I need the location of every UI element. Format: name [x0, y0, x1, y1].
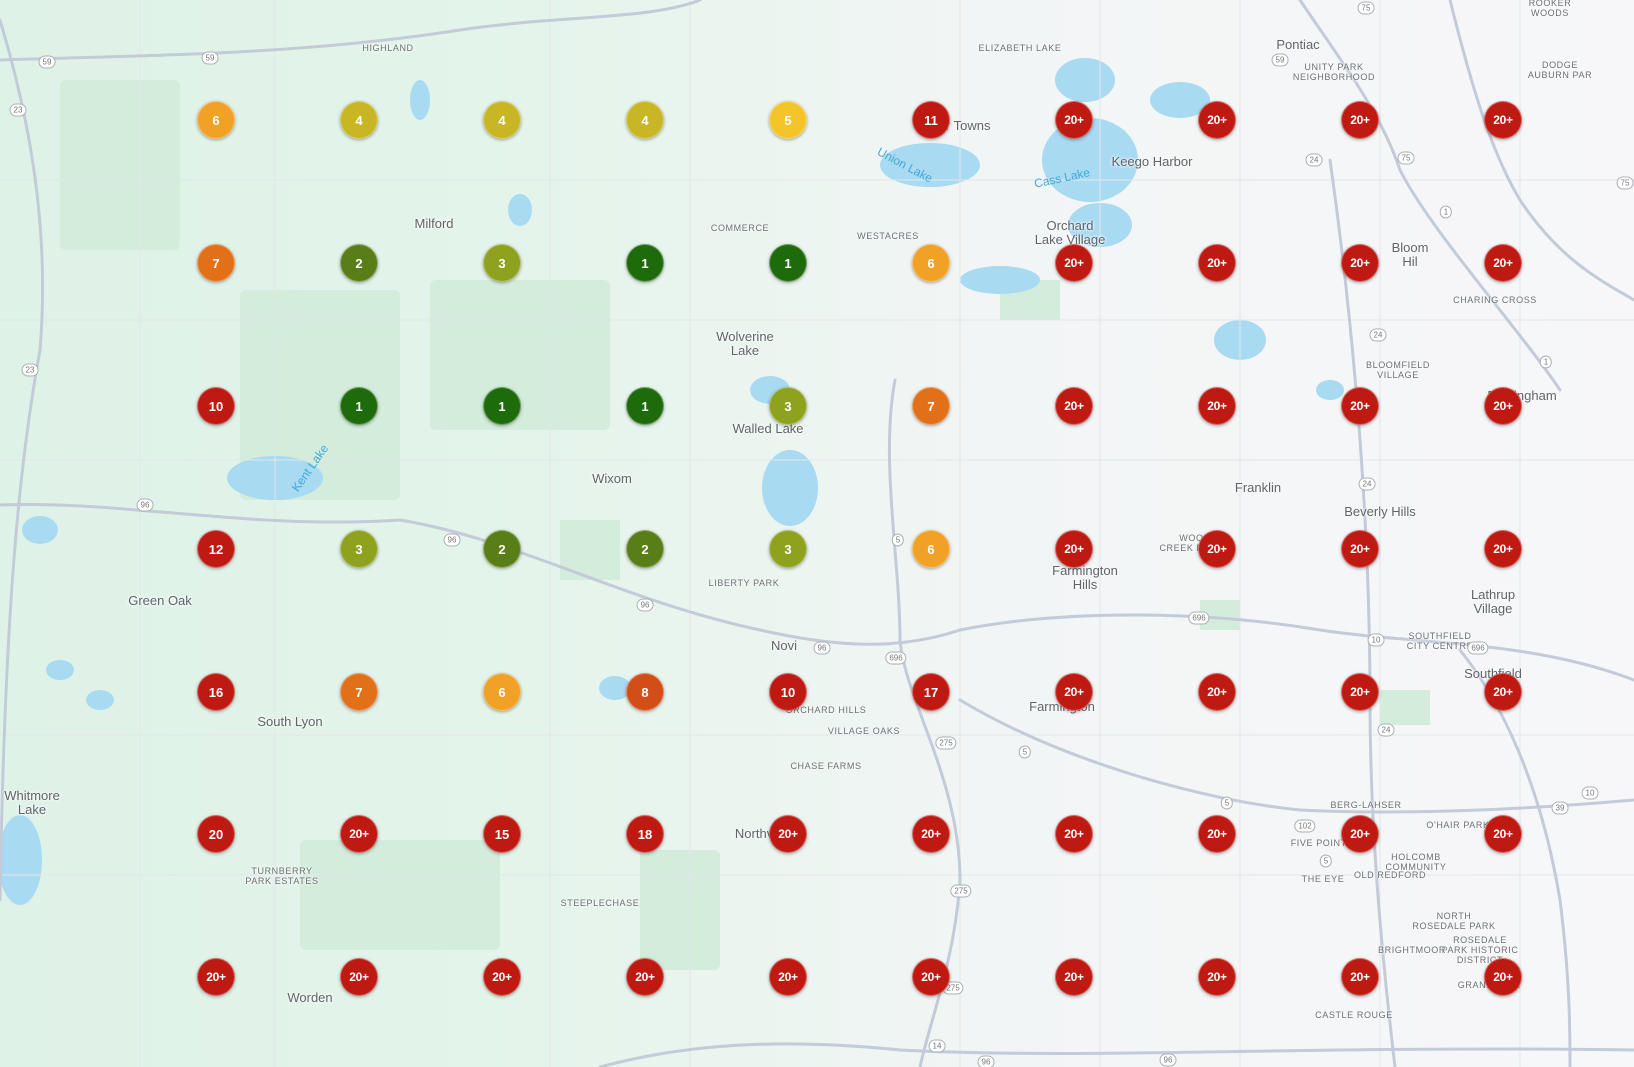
rank-marker[interactable]: 6: [197, 101, 235, 139]
rank-marker[interactable]: 20+: [1198, 244, 1236, 282]
rank-marker[interactable]: 20+: [1198, 387, 1236, 425]
rank-marker[interactable]: 1: [626, 387, 664, 425]
rank-marker[interactable]: 7: [340, 673, 378, 711]
rank-marker[interactable]: 20+: [1341, 530, 1379, 568]
rank-marker[interactable]: 3: [769, 387, 807, 425]
rank-marker[interactable]: 20+: [1484, 387, 1522, 425]
rank-marker[interactable]: 20+: [1341, 815, 1379, 853]
lakes: [0, 58, 1344, 905]
rank-marker[interactable]: 20+: [769, 815, 807, 853]
rank-marker[interactable]: 6: [912, 244, 950, 282]
rank-marker[interactable]: 6: [912, 530, 950, 568]
rank-marker[interactable]: 20+: [1484, 673, 1522, 711]
rank-marker[interactable]: 20: [197, 815, 235, 853]
rank-marker[interactable]: 20+: [1055, 530, 1093, 568]
rank-marker[interactable]: 20+: [1055, 244, 1093, 282]
rank-marker[interactable]: 1: [483, 387, 521, 425]
rank-marker[interactable]: 18: [626, 815, 664, 853]
rank-marker[interactable]: 2: [626, 530, 664, 568]
rank-marker[interactable]: 20+: [1484, 101, 1522, 139]
rank-marker[interactable]: 1: [626, 244, 664, 282]
rank-marker[interactable]: 12: [197, 530, 235, 568]
rank-marker[interactable]: 20+: [1055, 673, 1093, 711]
rank-marker[interactable]: 20+: [1198, 101, 1236, 139]
rank-marker[interactable]: 20+: [912, 815, 950, 853]
rank-marker[interactable]: 20+: [1055, 958, 1093, 996]
rank-marker[interactable]: 2: [340, 244, 378, 282]
rank-marker[interactable]: 1: [340, 387, 378, 425]
rank-marker[interactable]: 20+: [912, 958, 950, 996]
rank-marker[interactable]: 20+: [1484, 244, 1522, 282]
rank-marker[interactable]: 20+: [1198, 530, 1236, 568]
rank-marker[interactable]: 20+: [1198, 958, 1236, 996]
rank-marker[interactable]: 1: [769, 244, 807, 282]
rank-marker[interactable]: 20+: [1341, 387, 1379, 425]
rank-marker[interactable]: 17: [912, 673, 950, 711]
rank-marker[interactable]: 3: [769, 530, 807, 568]
rank-marker[interactable]: 20+: [1341, 673, 1379, 711]
rank-marker[interactable]: 4: [340, 101, 378, 139]
rank-marker[interactable]: 20+: [1198, 815, 1236, 853]
rank-marker[interactable]: 20+: [340, 815, 378, 853]
rank-marker[interactable]: 20+: [1484, 958, 1522, 996]
rank-marker[interactable]: 20+: [340, 958, 378, 996]
rank-marker[interactable]: 20+: [1341, 101, 1379, 139]
rank-marker[interactable]: 7: [912, 387, 950, 425]
rank-marker[interactable]: 5: [769, 101, 807, 139]
rank-marker[interactable]: 8: [626, 673, 664, 711]
rank-marker[interactable]: 11: [912, 101, 950, 139]
rank-marker[interactable]: 20+: [1341, 244, 1379, 282]
rank-marker[interactable]: 16: [197, 673, 235, 711]
rank-marker[interactable]: 3: [483, 244, 521, 282]
rank-marker[interactable]: 7: [197, 244, 235, 282]
rank-marker[interactable]: 20+: [1484, 815, 1522, 853]
rank-marker[interactable]: 20+: [1341, 958, 1379, 996]
rank-marker[interactable]: 4: [483, 101, 521, 139]
rank-marker[interactable]: 20+: [1055, 387, 1093, 425]
rank-marker[interactable]: 3: [340, 530, 378, 568]
rank-marker[interactable]: 10: [197, 387, 235, 425]
rank-marker[interactable]: 20+: [1484, 530, 1522, 568]
rank-marker[interactable]: 20+: [769, 958, 807, 996]
rank-marker[interactable]: 10: [769, 673, 807, 711]
rank-marker[interactable]: 20+: [1198, 673, 1236, 711]
rank-marker[interactable]: 20+: [626, 958, 664, 996]
rank-marker[interactable]: 2: [483, 530, 521, 568]
rank-marker[interactable]: 20+: [1055, 101, 1093, 139]
rank-marker[interactable]: 20+: [197, 958, 235, 996]
park-areas: [60, 80, 1430, 970]
rank-marker[interactable]: 4: [626, 101, 664, 139]
rank-marker[interactable]: 6: [483, 673, 521, 711]
rank-marker[interactable]: 15: [483, 815, 521, 853]
rank-marker[interactable]: 20+: [1055, 815, 1093, 853]
rank-marker[interactable]: 20+: [483, 958, 521, 996]
